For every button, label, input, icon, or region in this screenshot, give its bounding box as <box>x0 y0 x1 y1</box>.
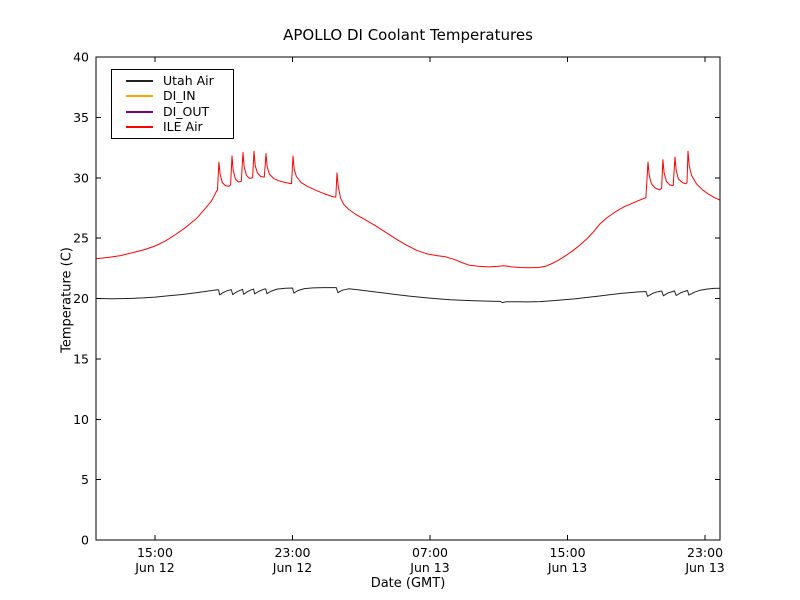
y-tick-label: 15 <box>73 351 89 366</box>
y-axis-label: Temperature (C) <box>59 247 75 353</box>
x-tick-label: 15:00 <box>550 545 586 560</box>
legend-label: DI_OUT <box>163 103 210 119</box>
series-ILE Air <box>95 150 721 269</box>
x-tick-label: 07:00 <box>412 545 448 560</box>
x-tick-label: Jun 13 <box>547 560 587 575</box>
y-tick-label: 25 <box>73 231 89 246</box>
x-tick-label: 15:00 <box>137 545 173 560</box>
y-tick-label: 10 <box>73 412 89 427</box>
legend: Utah Air DI_IN DI_OUT ILE Air <box>111 69 234 139</box>
di-in-line-sample <box>126 95 153 98</box>
legend-item-di-in: DI_IN <box>126 89 233 104</box>
y-tick-label: 35 <box>73 110 89 125</box>
x-axis-label: Date (GMT) <box>370 576 446 591</box>
legend-label: ILE Air <box>163 119 203 135</box>
legend-item-ile-air: ILE Air <box>126 120 233 135</box>
y-tick-label: 30 <box>73 170 89 185</box>
legend-label: DI_IN <box>163 88 196 104</box>
y-tick-label: 0 <box>81 533 89 548</box>
legend-label: Utah Air <box>163 72 214 88</box>
utah-air-line-sample <box>126 79 153 82</box>
di-out-line-sample <box>126 110 153 113</box>
y-tick-label: 5 <box>81 472 89 487</box>
ile-air-line-sample <box>126 126 153 129</box>
x-tick-label: Jun 12 <box>134 560 174 575</box>
x-tick-label: Jun 12 <box>272 560 312 575</box>
x-tick-label: 23:00 <box>687 545 723 560</box>
legend-item-utah-air: Utah Air <box>126 73 233 88</box>
chart-title: APOLLO DI Coolant Temperatures <box>283 26 533 44</box>
x-tick-label: 23:00 <box>274 545 310 560</box>
y-tick-label: 20 <box>73 291 89 306</box>
y-tick-label: 40 <box>73 50 89 65</box>
x-tick-label: Jun 13 <box>684 560 724 575</box>
x-tick-label: Jun 13 <box>409 560 449 575</box>
legend-item-di-out: DI_OUT <box>126 104 233 119</box>
series-Utah Air <box>95 287 721 304</box>
